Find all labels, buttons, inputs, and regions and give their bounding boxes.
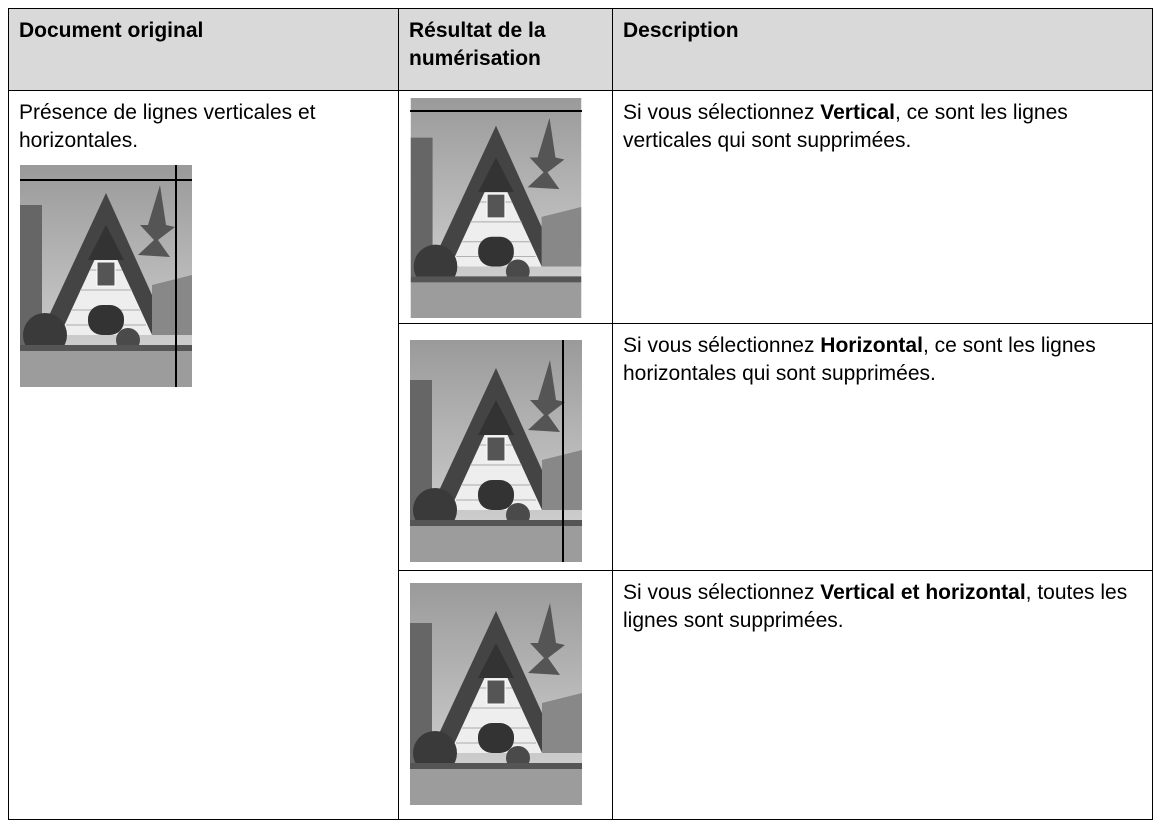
description-cell: Si vous sélectionnez Vertical et horizon… — [612, 570, 1153, 820]
result-image — [410, 98, 582, 318]
result-image — [410, 340, 582, 562]
text: , ce sont les lignes horizontales qui so… — [623, 334, 1096, 385]
bold-text: Vertical — [820, 101, 896, 124]
header-cell: Description — [612, 8, 1153, 91]
description-cell: Si vous sélectionnez Vertical, ce sont l… — [612, 90, 1153, 324]
text: , toutes les lignes sont supprimées. — [623, 581, 1128, 632]
bold-text: Horizontal — [820, 334, 923, 357]
description-cell: Si vous sélectionnez Horizontal, ce sont… — [612, 323, 1153, 571]
text: Si vous sélectionnez — [623, 334, 821, 357]
text: , ce sont les lignes verticales qui sont… — [623, 101, 1068, 152]
header-cell: Résultat de la numérisation — [398, 8, 613, 91]
bold-text: Vertical et horizontal — [820, 581, 1026, 604]
original-text: Présence de lignes verticales et horizon… — [19, 101, 316, 152]
text: Si vous sélectionnez — [623, 101, 821, 124]
result-image — [410, 583, 582, 805]
original-image — [20, 165, 192, 387]
text: Si vous sélectionnez — [623, 581, 821, 604]
header-cell: Document original — [8, 8, 399, 91]
